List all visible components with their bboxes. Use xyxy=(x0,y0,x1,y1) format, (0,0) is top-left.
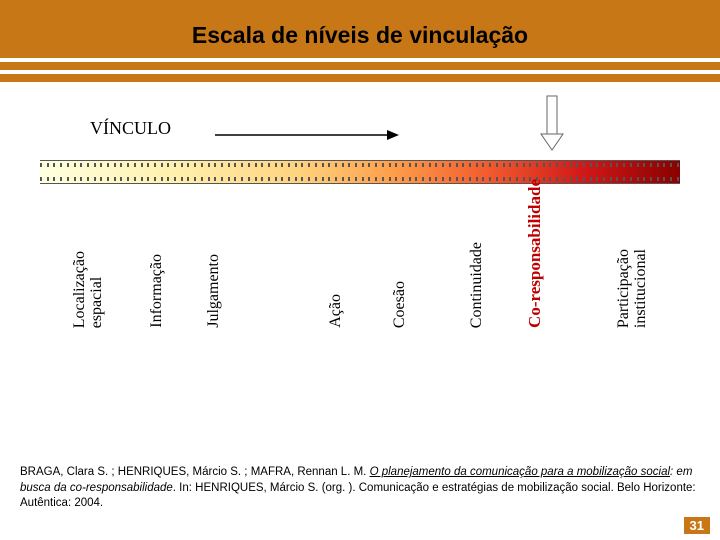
scale-label: Co-responsabilidade xyxy=(526,179,544,328)
scale-label: Julgamento xyxy=(206,254,223,328)
header-band: Escala de níveis de vinculação xyxy=(0,14,720,58)
scale-diagram: Localizaçãoespacial Informação Julgamento A… xyxy=(40,160,680,350)
scale-label: Localizaçãoespacial xyxy=(72,251,106,328)
page-title: Escala de níveis de vinculação xyxy=(0,14,720,55)
citation-text: BRAGA, Clara S. ; HENRIQUES, Márcio S. ;… xyxy=(20,465,700,512)
vinculo-label: VÍNCULO xyxy=(90,118,171,139)
down-arrow-icon xyxy=(539,94,565,152)
scale-label: Coesão xyxy=(392,281,409,328)
citation-authors: BRAGA, Clara S. ; HENRIQUES, Márcio S. ;… xyxy=(20,466,370,478)
gradient-bar xyxy=(40,160,680,184)
citation-title: O planejamento da comunicação para a mob… xyxy=(370,466,670,478)
scale-label: Continuidade xyxy=(469,242,486,328)
header-band xyxy=(0,62,720,70)
horizontal-arrow xyxy=(215,128,400,142)
scale-labels: Localizaçãoespacial Informação Julgamento A… xyxy=(40,190,680,350)
header-band xyxy=(0,74,720,82)
page-number: 31 xyxy=(684,517,710,534)
scale-label: Ação xyxy=(328,294,345,328)
header-band xyxy=(0,0,720,14)
scale-label: Participaçãoinstitucional xyxy=(616,249,650,328)
scale-label: Informação xyxy=(149,254,166,328)
